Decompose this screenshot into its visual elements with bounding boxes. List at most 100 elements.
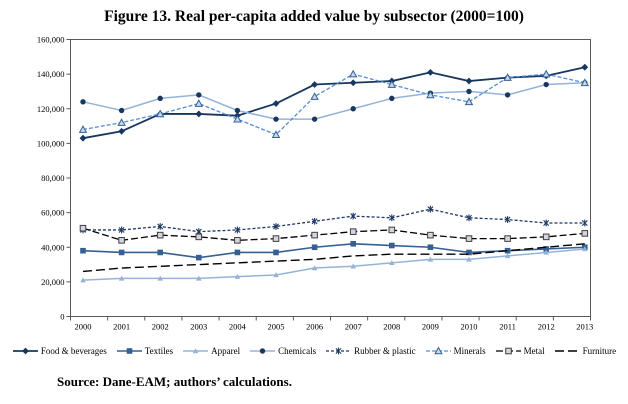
marker-open-triangle [271, 130, 281, 139]
x-axis-tick-label: 2000 [75, 322, 92, 332]
marker-open-square [234, 237, 241, 244]
marker-diamond [79, 134, 87, 142]
marker-open-triangle [310, 92, 319, 100]
legend-item-metal: Metal [495, 346, 545, 356]
marker-triangle [350, 263, 356, 269]
series-apparel [80, 246, 588, 283]
y-axis-tick-label: 160,000 [37, 35, 65, 45]
marker-triangle [157, 275, 163, 281]
legend-swatch-metal [495, 347, 521, 355]
legend-label: Chemicals [278, 346, 317, 356]
x-axis-tick-label: 2003 [190, 322, 207, 332]
series-food-beverages [79, 63, 589, 142]
legend-label: Minerals [453, 346, 486, 356]
marker-triangle [389, 260, 395, 266]
x-axis-tick-label: 2010 [461, 322, 478, 332]
marker-open-square [79, 224, 87, 232]
series-line [82, 66, 585, 140]
marker-diamond [581, 63, 589, 71]
x-axis-tick-label: 2008 [383, 322, 400, 332]
marker-square [543, 246, 549, 252]
marker-triangle [504, 253, 511, 259]
marker-triangle [311, 265, 318, 271]
marker-circle [80, 99, 86, 105]
legend-swatch-rubber-plastic [326, 347, 352, 355]
marker-triangle [543, 249, 549, 255]
figure-title: Figure 13. Real per-capita added value b… [104, 8, 524, 25]
marker-open-triangle [233, 114, 242, 123]
marker-open-square [118, 237, 125, 244]
series-line [82, 82, 585, 120]
series-line [82, 227, 585, 241]
y-axis-tick-label: 100,000 [37, 138, 65, 148]
marker-asterisk [581, 219, 588, 227]
marker-square [126, 348, 133, 354]
marker-asterisk [335, 347, 342, 355]
marker-open-triangle [155, 109, 165, 118]
marker-square [466, 249, 472, 256]
y-axis-tick-label: 120,000 [37, 104, 65, 114]
legend-swatch-minerals [425, 346, 451, 355]
legend-label: Apparel [211, 346, 241, 356]
y-axis-tick-label: 40,000 [41, 242, 64, 252]
legend-item-food-beverages: Food & beverages [12, 346, 107, 356]
marker-open-square [581, 230, 589, 237]
marker-asterisk [311, 217, 318, 225]
source-note: Source: Dane-EAM; authors’ calculations. [57, 374, 292, 389]
marker-diamond [272, 100, 280, 107]
x-axis-tick-label: 2013 [576, 322, 593, 332]
legend-swatch-food-beverages [12, 347, 38, 355]
x-axis-tick-label: 2012 [538, 322, 555, 332]
x-axis-tick-label: 2009 [422, 322, 439, 332]
marker-circle [118, 107, 125, 114]
series-line [82, 248, 585, 281]
legend-label: Metal [523, 346, 545, 356]
marker-open-triangle [503, 73, 512, 81]
y-axis-tick-label: 140,000 [37, 69, 65, 79]
marker-diamond [311, 81, 318, 88]
marker-square [504, 247, 511, 254]
marker-triangle [273, 272, 279, 278]
marker-open-square [272, 235, 280, 242]
series-minerals [78, 69, 590, 139]
marker-open-square [465, 235, 473, 242]
marker-diamond [195, 110, 203, 118]
marker-square [157, 249, 163, 256]
marker-circle [504, 92, 511, 98]
y-axis-tick-label: 80,000 [41, 173, 64, 183]
series-line [83, 208, 585, 233]
marker-square [311, 244, 318, 251]
x-axis-tick-label: 2011 [499, 322, 516, 332]
marker-circle [196, 92, 202, 98]
marker-diamond [118, 127, 125, 135]
y-axis-tick-label: 60,000 [41, 208, 64, 218]
x-axis-tick-label: 2006 [306, 322, 323, 332]
marker-triangle [582, 246, 588, 252]
series-line [82, 243, 585, 273]
y-axis-tick-label: 20,000 [41, 277, 64, 287]
marker-open-triangle [387, 80, 397, 88]
marker-square [350, 240, 356, 247]
legend-swatch-furniture [554, 350, 580, 352]
marker-open-square [504, 235, 511, 242]
y-axis-tick-label: 0 [60, 312, 64, 322]
plot-border [70, 39, 591, 317]
marker-open-triangle [580, 78, 590, 87]
series-rubber-plastic [80, 205, 588, 236]
marker-triangle [427, 256, 434, 262]
marker-open-triangle [426, 90, 435, 99]
x-axis-tick-label: 2001 [113, 322, 130, 332]
marker-circle [389, 95, 395, 102]
marker-circle [157, 95, 163, 102]
marker-triangle [234, 273, 241, 279]
marker-open-triangle [117, 118, 126, 126]
marker-diamond [21, 347, 29, 355]
legend-item-apparel: Apparel [182, 346, 240, 356]
marker-open-square [311, 231, 318, 239]
marker-circle [259, 348, 266, 354]
marker-asterisk [118, 226, 125, 234]
legend-item-minerals: Minerals [425, 346, 486, 356]
line-chart: 0 20,000 40,000 60,000 80,000 100,000 120,000 1… [37, 35, 593, 332]
marker-asterisk [234, 226, 241, 234]
